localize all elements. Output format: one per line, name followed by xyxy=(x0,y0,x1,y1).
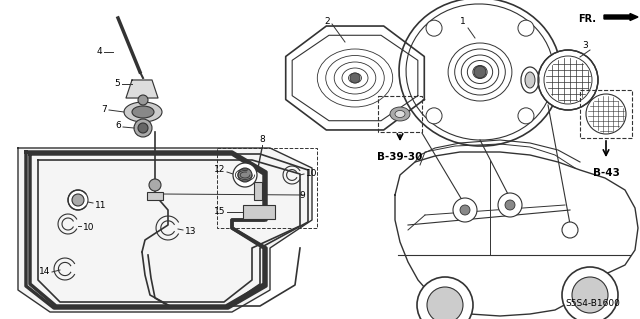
Text: 1: 1 xyxy=(460,18,466,26)
Circle shape xyxy=(505,200,515,210)
Circle shape xyxy=(562,222,578,238)
Circle shape xyxy=(586,94,626,134)
Circle shape xyxy=(138,123,148,133)
Ellipse shape xyxy=(395,110,405,117)
Ellipse shape xyxy=(132,106,154,118)
Circle shape xyxy=(427,287,463,319)
Text: 10: 10 xyxy=(306,168,317,177)
Ellipse shape xyxy=(390,107,410,121)
Circle shape xyxy=(138,95,148,105)
Circle shape xyxy=(453,198,477,222)
Text: 15: 15 xyxy=(214,207,225,217)
Circle shape xyxy=(562,267,618,319)
Text: 13: 13 xyxy=(185,227,196,236)
Text: 14: 14 xyxy=(38,268,50,277)
Ellipse shape xyxy=(406,4,554,140)
Circle shape xyxy=(572,277,608,313)
Polygon shape xyxy=(18,148,312,312)
Text: 9: 9 xyxy=(300,190,305,199)
Circle shape xyxy=(417,277,473,319)
Ellipse shape xyxy=(399,0,561,146)
Ellipse shape xyxy=(525,72,535,88)
Circle shape xyxy=(426,108,442,124)
Circle shape xyxy=(544,56,592,104)
Circle shape xyxy=(72,194,84,206)
Bar xyxy=(147,192,163,200)
Text: FR.: FR. xyxy=(578,14,596,24)
Circle shape xyxy=(518,20,534,36)
Circle shape xyxy=(149,179,161,191)
Text: 3: 3 xyxy=(582,41,588,50)
Circle shape xyxy=(474,66,486,78)
Text: 5: 5 xyxy=(115,79,120,88)
Text: 4: 4 xyxy=(97,48,102,56)
Bar xyxy=(378,96,422,132)
Text: B-39-30: B-39-30 xyxy=(378,152,422,162)
Ellipse shape xyxy=(353,76,358,80)
Circle shape xyxy=(350,73,360,83)
Text: 8: 8 xyxy=(259,135,265,144)
Text: 11: 11 xyxy=(95,201,106,210)
FancyArrow shape xyxy=(604,13,638,20)
Circle shape xyxy=(460,205,470,215)
Circle shape xyxy=(518,108,534,124)
Circle shape xyxy=(233,163,257,187)
Text: S5S4-B1600: S5S4-B1600 xyxy=(565,299,620,308)
Circle shape xyxy=(426,20,442,36)
Text: 2: 2 xyxy=(324,18,330,26)
Text: 12: 12 xyxy=(214,166,225,174)
Circle shape xyxy=(68,190,88,210)
Circle shape xyxy=(498,193,522,217)
Bar xyxy=(243,205,275,219)
Circle shape xyxy=(238,168,252,182)
Ellipse shape xyxy=(521,67,539,93)
Polygon shape xyxy=(395,152,638,316)
Polygon shape xyxy=(285,26,424,130)
Bar xyxy=(217,148,317,228)
Text: B-43: B-43 xyxy=(593,168,620,178)
Bar xyxy=(580,90,632,138)
Circle shape xyxy=(134,119,152,137)
Polygon shape xyxy=(126,80,158,98)
Text: 6: 6 xyxy=(115,122,121,130)
Circle shape xyxy=(538,50,598,110)
Ellipse shape xyxy=(124,102,162,122)
Text: 7: 7 xyxy=(101,105,107,114)
Text: 10: 10 xyxy=(83,224,95,233)
Bar xyxy=(254,182,262,200)
